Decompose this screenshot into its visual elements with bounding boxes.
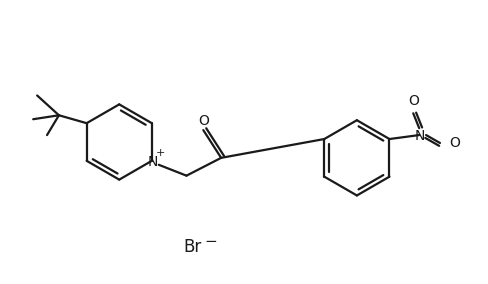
Text: O: O xyxy=(449,136,460,150)
Text: N: N xyxy=(148,155,158,169)
Text: O: O xyxy=(198,114,209,128)
Text: −: − xyxy=(204,233,217,248)
Text: Br: Br xyxy=(183,238,202,256)
Text: +: + xyxy=(156,148,165,158)
Text: O: O xyxy=(408,94,419,108)
Text: N: N xyxy=(415,129,426,143)
